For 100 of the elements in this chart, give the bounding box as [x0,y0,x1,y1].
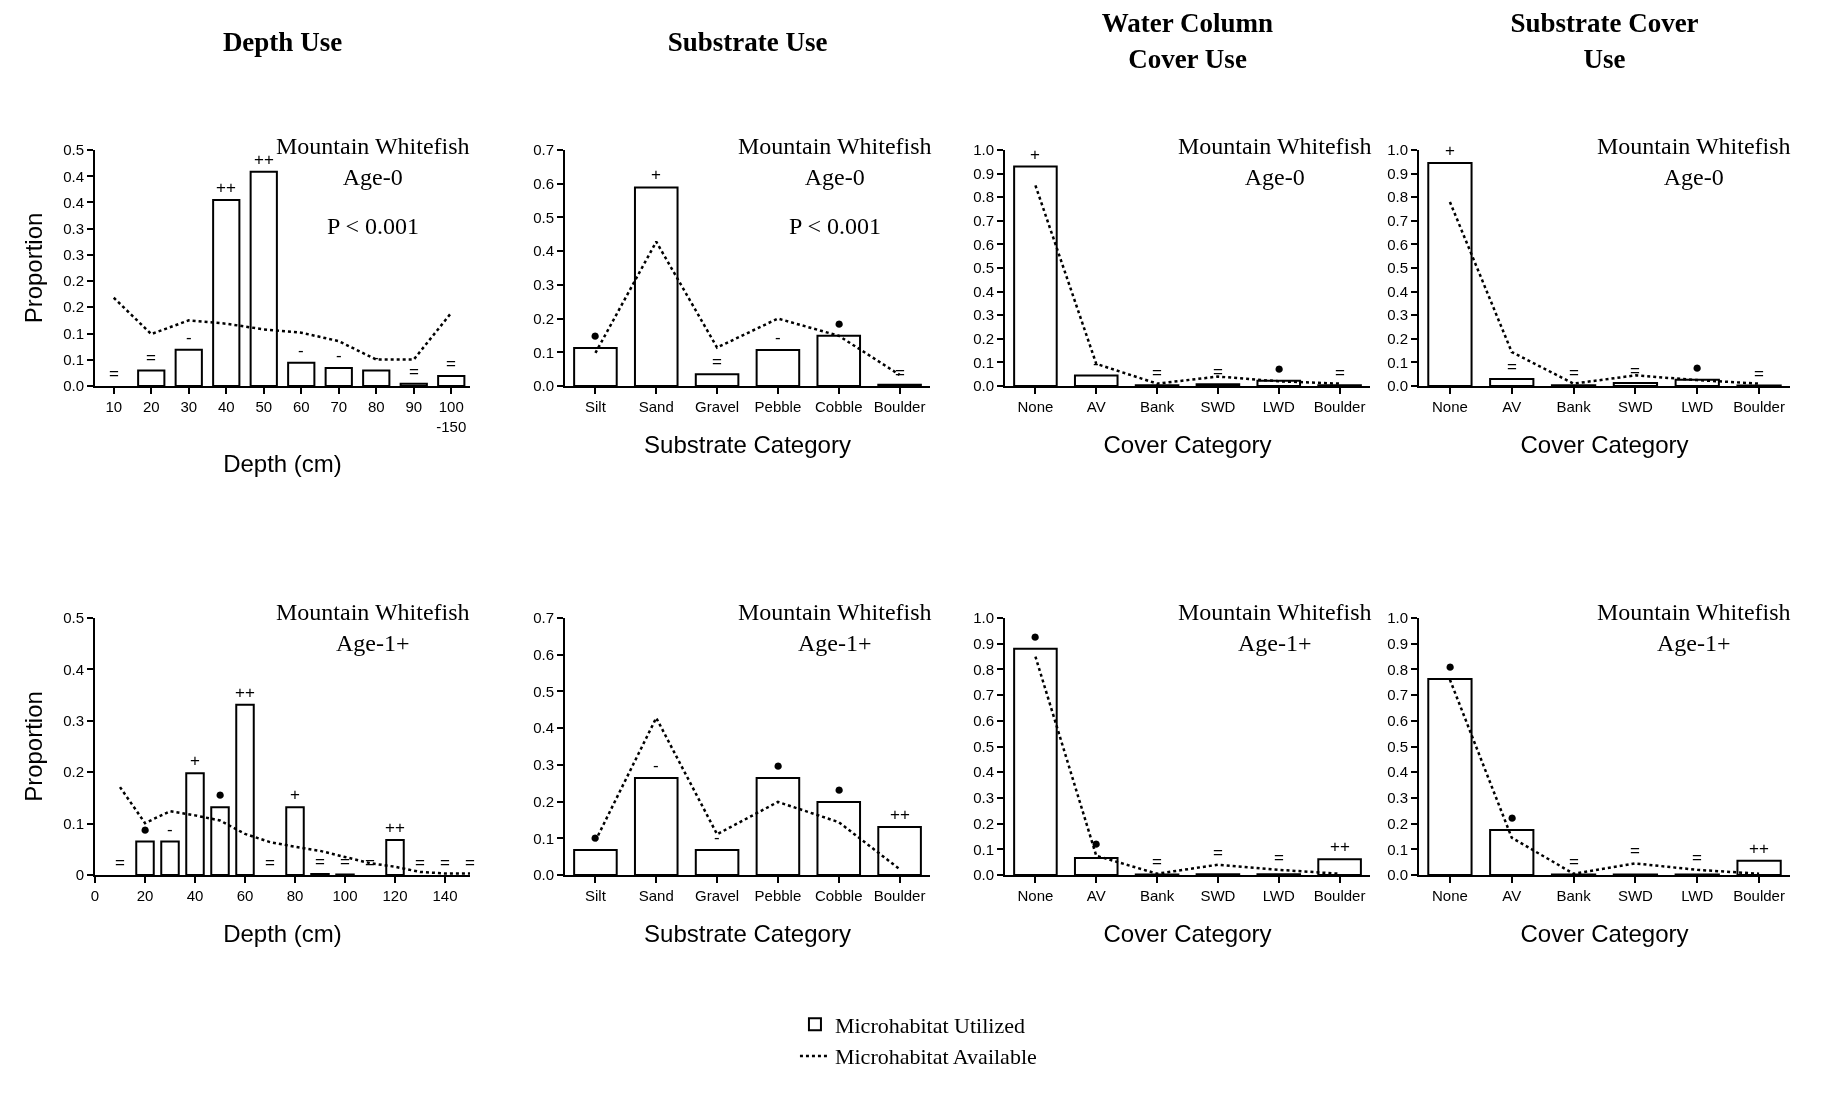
x-tick-label: 90 [405,398,423,415]
annotation: = [1630,841,1640,860]
x-tick-label: SWD [1617,887,1654,904]
y-tick-label: 0.3 [533,756,554,774]
x-tick-label: Pebble [754,398,802,415]
x-tick-label: 100 -150 [436,398,467,435]
chart-title: Depth Use [222,27,343,58]
y-tick-label: 0.7 [973,686,994,704]
x-tick-label: 70 [330,398,348,415]
annotation: = [1213,362,1223,381]
annotation: - [373,348,379,367]
x-tick-label: SWD [1200,887,1236,904]
annotation: = [1569,363,1579,382]
annotation: - [775,328,781,347]
y-tick-label: 0.6 [973,235,994,253]
annotation: = [146,348,156,367]
y-tick-label: 0.0 [63,377,84,395]
y-tick-label: 0.2 [533,792,554,810]
annotation: = [440,853,450,872]
y-tick-label: 0.6 [973,712,994,730]
y-tick-label: 0.4 [533,242,554,260]
y-tick-label: 0.3 [533,276,554,294]
annotation: = [265,853,275,872]
annotation: ● [1507,808,1518,827]
annotation: = [1335,363,1345,382]
x-tick-label: None [1431,887,1468,904]
x-axis-title: Cover Category [1520,919,1689,947]
annotation: Mountain Whitefish Age-1+ [276,599,470,657]
annotation: = [415,853,425,872]
annotation: - [167,820,173,839]
x-axis-title: Cover Category [1103,430,1272,458]
x-tick-label: SWD [1200,398,1236,415]
x-tick-label: Bank [1139,398,1175,415]
annotation: ● [215,785,226,804]
annotation: = [1507,357,1517,376]
y-tick-label: 0.1 [533,829,554,847]
y-tick-label: 0.7 [1387,686,1408,704]
x-tick-label: LWD [1262,398,1296,415]
annotation: Mountain Whitefish Age-1+ [738,599,932,657]
x-tick-label: Boulder [1733,398,1785,415]
annotation: - [653,756,659,775]
y-tick-label: 0.2 [533,309,554,327]
annotation: ● [834,780,845,799]
y-tick-label: 0.7 [533,609,554,627]
annotation: = [109,364,119,383]
x-tick-label: 80 [286,887,304,904]
x-tick-label: 60 [236,887,254,904]
x-tick-label: 50 [255,398,273,415]
annotation: ++ [385,818,405,837]
x-axis-title: Substrate Category [644,919,851,947]
annotation: ++ [216,178,236,197]
annotation: = [1630,361,1640,380]
y-tick-label: 0.7 [1387,212,1408,230]
annotation: - [1093,354,1099,373]
annotation: = [1569,852,1579,871]
x-tick-label: Bank [1556,887,1592,904]
x-tick-label: 0 [90,887,100,904]
y-tick-label: 0.1 [1387,353,1408,371]
annotation: - [186,328,192,347]
x-axis-title: Depth (cm) [223,450,342,478]
x-tick-label: AV [1502,887,1522,904]
annotation: + [190,751,200,770]
y-tick-label: 0.5 [63,609,84,627]
y-tick-label: 0.0 [973,866,994,884]
x-tick-label: LWD [1681,398,1714,415]
annotation: = [712,352,722,371]
x-tick-label: Cobble [814,887,863,904]
annotation: ● [834,314,845,333]
chart-title: Water Column Cover Use [1101,8,1274,74]
x-tick-label: Boulder [1733,887,1785,904]
x-tick-label: Gravel [694,398,740,415]
x-tick-label: Boulder [873,398,926,415]
y-tick-label: 0.0 [1387,866,1408,884]
y-tick-label: 0.2 [1387,814,1408,832]
x-tick-label: Gravel [694,887,740,904]
x-tick-label: AV [1086,887,1106,904]
x-tick-label: 60 [292,398,310,415]
annotation: Mountain Whitefish Age-0 [738,133,932,191]
annotation: Mountain Whitefish Age-0 [1597,133,1791,191]
x-tick-label: Sand [638,887,674,904]
annotation: = [1274,848,1284,867]
annotation: - [336,346,342,365]
y-tick-label: 0.9 [1387,164,1408,182]
x-tick-label: LWD [1681,887,1714,904]
annotation: ++ [1330,837,1350,856]
legend-label: Microhabitat Utilized [834,1012,1025,1038]
y-tick-label: 0.9 [973,164,994,182]
y-tick-label: 0.8 [1387,660,1408,678]
x-tick-label: Pebble [754,887,802,904]
y-axis-title: Proportion [19,212,47,324]
y-tick-label: 0.5 [973,737,994,755]
annotation: ● [1030,627,1041,646]
y-tick-label: 0.8 [973,188,994,206]
y-tick-label: 0.9 [1387,634,1408,652]
y-tick-label: 0.4 [973,282,994,300]
y-tick-label: 0.8 [973,660,994,678]
y-tick-label: 1.0 [1387,609,1408,627]
annotation: Mountain Whitefish Age-1+ [1597,599,1791,657]
y-axis-title: Proportion [19,691,47,802]
annotation: = [1152,363,1162,382]
